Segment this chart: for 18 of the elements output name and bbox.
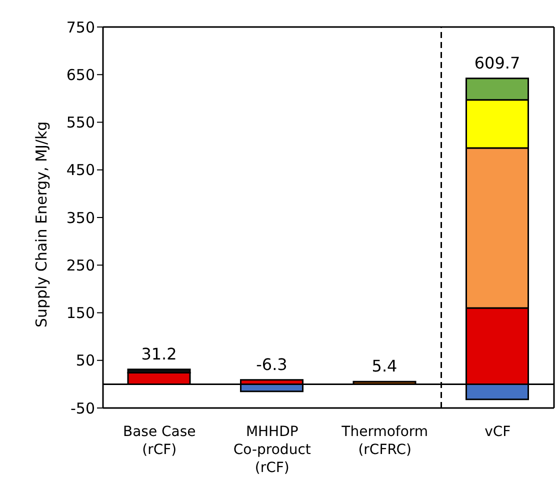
y-axis-title: Supply Chain Energy, MJ/kg [32,121,50,328]
total-label: -6.3 [256,354,288,374]
x-tick-label: vCF [484,424,511,440]
x-tick-label: Base Case (rCF) [122,424,196,458]
y-tick-label: 350 [66,208,95,227]
y-tick-label: 450 [66,161,95,180]
total-label: 609.7 [474,53,520,72]
y-tick-label: 550 [66,114,95,132]
total-label: 5.4 [372,356,398,376]
y-tick-label: 150 [66,304,95,322]
x-tick-label: MHHDP Co-product (rCF) [233,424,312,476]
total-label: 31.2 [141,344,177,364]
y-tick-label: 650 [66,66,95,84]
y-tick-label: 250 [66,256,95,274]
y-tick-label: 750 [66,18,95,36]
y-tick-label: -50 [70,399,95,418]
x-tick-label: Thermoform (rCFRC) [340,424,428,458]
y-tick-label: 50 [76,352,95,370]
